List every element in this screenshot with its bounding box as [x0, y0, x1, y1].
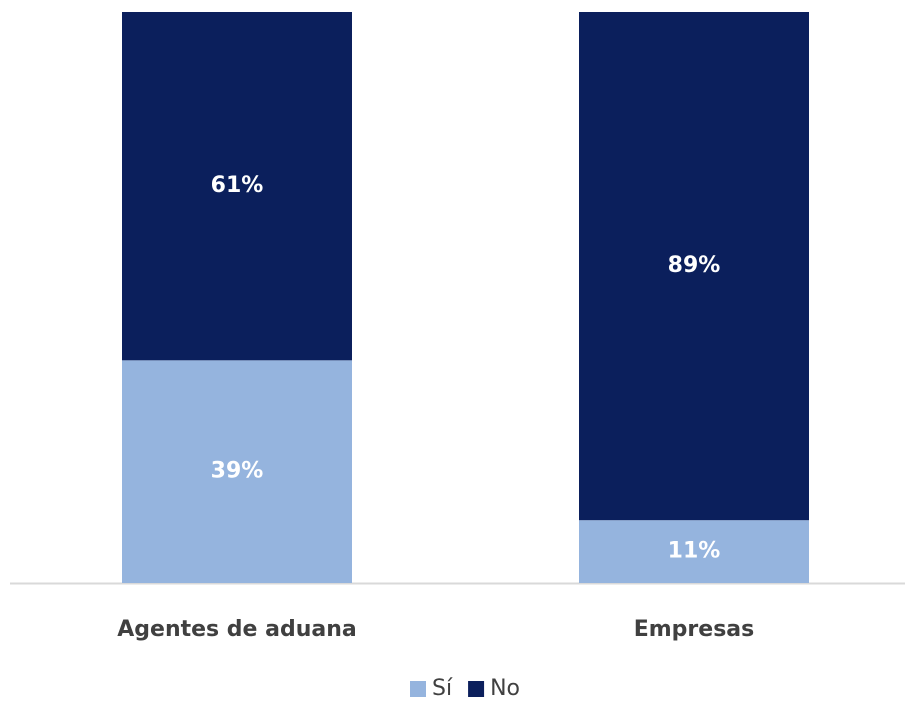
- bar-segment: [122, 360, 352, 583]
- data-label: 61%: [211, 173, 264, 198]
- bar-segment: [579, 12, 809, 521]
- data-label: 39%: [211, 459, 264, 484]
- legend-label: Sí: [432, 676, 453, 701]
- legend-label: No: [490, 676, 520, 701]
- bar-segment: [579, 520, 809, 583]
- data-label: 11%: [668, 539, 721, 564]
- legend-swatch: [468, 681, 485, 697]
- legend-swatch: [410, 681, 426, 697]
- data-label: 89%: [668, 253, 721, 278]
- x-tick-label: Agentes de aduana: [117, 617, 357, 642]
- bar-segment: [122, 12, 352, 361]
- x-tick-label: Empresas: [634, 617, 755, 642]
